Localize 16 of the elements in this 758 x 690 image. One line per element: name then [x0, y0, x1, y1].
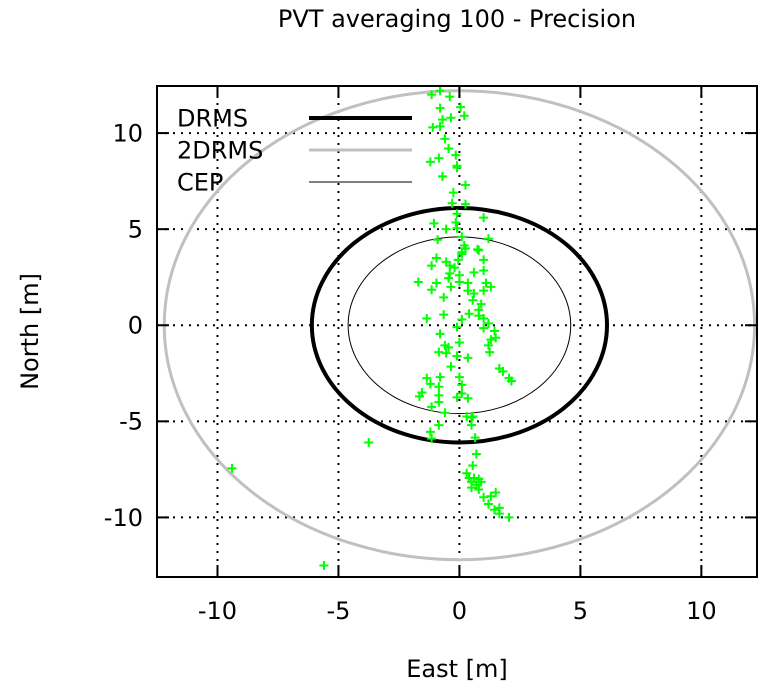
y-tick-label: 10	[112, 119, 143, 148]
x-tick-label: 10	[686, 597, 717, 625]
x-tick-label: -5	[326, 597, 350, 625]
y-tick-label: -5	[119, 408, 143, 436]
annotation: DRMS	[177, 104, 248, 132]
x-tick-label: 5	[572, 597, 588, 625]
y-tick-label: 5	[128, 216, 143, 244]
x-axis-title: East [m]	[406, 655, 508, 683]
annotation: 2DRMS	[177, 136, 264, 164]
annotation: CEP	[177, 168, 224, 196]
x-tick-label: -10	[198, 597, 238, 625]
y-tick-label: 0	[128, 312, 143, 340]
x-tick-label: 0	[452, 597, 468, 625]
chart-title: PVT averaging 100 - Precision	[278, 5, 636, 33]
y-tick-label: -10	[104, 504, 143, 532]
y-axis-title: North [m]	[16, 273, 44, 390]
